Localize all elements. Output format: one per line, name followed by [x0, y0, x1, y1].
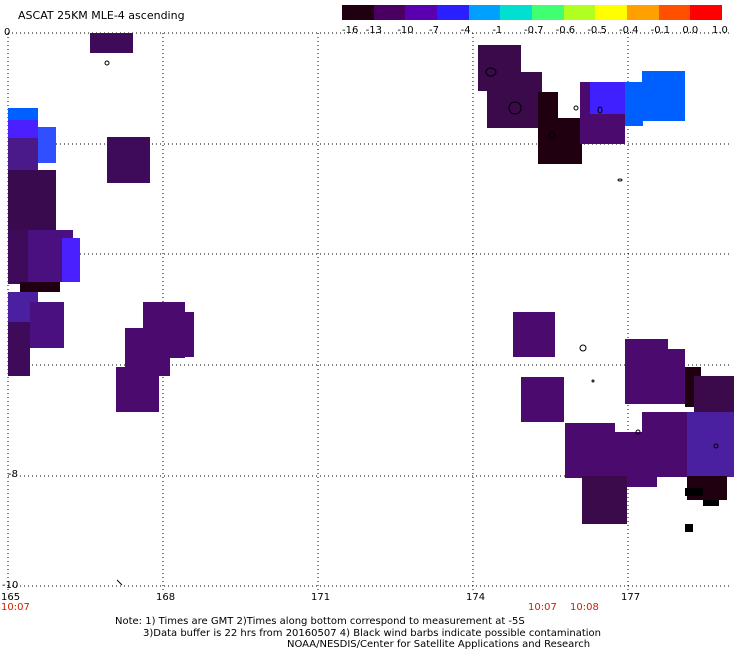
- wind-cell: [90, 33, 133, 53]
- wind-cell: [685, 488, 703, 496]
- colorbar-tick-label: 1.0: [712, 25, 728, 36]
- x-tick-174: 174: [466, 592, 486, 603]
- wind-cells: [8, 33, 734, 532]
- x-tick-165: 165: [1, 592, 21, 603]
- note-line-3: NOAA/NESDIS/Center for Satellite Applica…: [287, 639, 591, 650]
- colorbar-segment: [595, 5, 628, 20]
- wind-cell: [8, 170, 56, 230]
- colorbar-tick-label: -13: [365, 25, 382, 36]
- wind-cell: [513, 312, 555, 357]
- wind-cell: [687, 412, 734, 477]
- wind-cell: [38, 127, 56, 163]
- wind-cell: [8, 138, 38, 170]
- note-line-1: Note: 1) Times are GMT 2)Times along bot…: [115, 616, 525, 627]
- wind-cell: [521, 377, 564, 422]
- time-right-a: 10:07: [528, 602, 557, 613]
- wind-cell: [538, 118, 582, 164]
- wind-cell: [662, 349, 685, 404]
- colorbar-segment: [468, 5, 501, 20]
- y-tick-0: 0: [4, 27, 11, 38]
- wind-cell: [107, 137, 150, 183]
- colorbar-tick-label: 0.0: [682, 25, 699, 36]
- time-right-b: 10:08: [570, 602, 599, 613]
- colorbar: [342, 5, 723, 20]
- x-tick-177: 177: [621, 592, 641, 603]
- wind-cell: [625, 339, 668, 404]
- island-outlines: [104, 60, 719, 586]
- wind-cell: [694, 376, 734, 414]
- wind-cell: [487, 72, 542, 128]
- colorbar-tick-label: -4: [460, 25, 471, 36]
- wind-cell: [8, 322, 30, 376]
- wind-cell: [703, 500, 719, 506]
- wind-cell: [170, 312, 194, 357]
- wind-cell: [30, 302, 64, 348]
- colorbar-segment: [342, 5, 374, 20]
- map-title: ASCAT 25KM MLE-4 ascending: [18, 9, 185, 22]
- colorbar-tick-label: -0.1: [650, 25, 671, 36]
- wind-cell: [116, 367, 159, 412]
- colorbar-segment: [500, 5, 533, 20]
- note-line-2: 3)Data buffer is 22 hrs from 20160507 4)…: [143, 628, 601, 639]
- colorbar-segment: [627, 5, 659, 20]
- y-tick-minus10: -10: [2, 580, 19, 591]
- colorbar-segment: [373, 5, 406, 20]
- x-tick-168: 168: [156, 592, 176, 603]
- colorbar-tick-label: -0.4: [619, 25, 639, 36]
- wind-cell: [8, 120, 38, 138]
- y-tick-minus8: -8: [8, 469, 18, 480]
- wind-cell: [8, 230, 28, 284]
- colorbar-tick-label: -7: [429, 25, 439, 36]
- colorbar-labels: -16 -13 -10 -7 -4 -1 -0.7 -0.6 -0.5 -0.4 -0.1 0.0 1.…: [342, 25, 732, 37]
- wind-cell: [538, 92, 558, 122]
- colorbar-segment: [690, 5, 723, 20]
- wind-cell: [685, 524, 693, 532]
- colorbar-tick-label: -0.6: [555, 25, 576, 36]
- wind-cell: [582, 476, 627, 524]
- wind-cell: [62, 238, 80, 282]
- colorbar-segment: [563, 5, 596, 20]
- wind-cell: [642, 71, 685, 121]
- colorbar-tick-label: -10: [397, 25, 414, 36]
- x-tick-171: 171: [311, 592, 331, 603]
- wind-cell: [20, 282, 60, 292]
- colorbar-segment: [658, 5, 691, 20]
- colorbar-tick-label: -0.7: [524, 25, 544, 36]
- colorbar-tick-label: -16: [342, 25, 359, 36]
- colorbar-tick-label: -1: [492, 25, 503, 36]
- wind-cell: [590, 82, 625, 114]
- colorbar-segment: [405, 5, 438, 20]
- colorbar-segment: [437, 5, 469, 20]
- wind-cell: [625, 82, 643, 126]
- colorbar-segment: [532, 5, 564, 20]
- colorbar-tick-label: -0.5: [587, 25, 607, 36]
- wind-cell: [8, 108, 38, 120]
- wind-cell: [565, 423, 615, 478]
- time-left: 10:07: [1, 602, 30, 613]
